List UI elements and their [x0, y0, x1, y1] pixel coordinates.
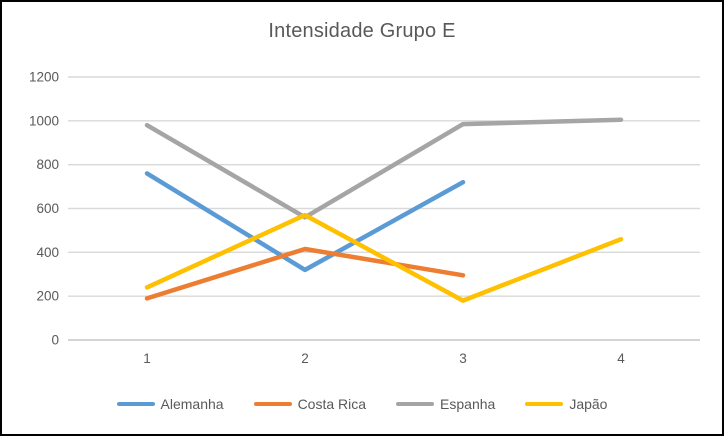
- y-tick-label: 400: [36, 245, 59, 260]
- legend-item-alemanha[interactable]: Alemanha: [116, 396, 224, 412]
- legend-line-espanha-icon: [396, 402, 435, 406]
- series-line-costa-rica[interactable]: [144, 246, 466, 301]
- legend-line-japao-icon: [525, 402, 564, 406]
- y-tick-label: 1000: [29, 113, 59, 128]
- y-tick-label: 0: [51, 333, 59, 348]
- legend: Alemanha Costa Rica Espanha Japão: [2, 396, 722, 412]
- legend-label: Japão: [569, 396, 608, 412]
- x-tick-label: 1: [143, 351, 151, 366]
- plot-area: 0 200 400 600 800 1000 1200 1 2 3 4: [29, 70, 700, 366]
- legend-label: Espanha: [440, 396, 496, 412]
- series-line-japão[interactable]: [144, 212, 624, 303]
- x-tick-label: 3: [459, 351, 467, 366]
- x-tick-label: 4: [617, 351, 625, 366]
- legend-label: Costa Rica: [297, 396, 367, 412]
- series-line-alemanha[interactable]: [144, 171, 466, 273]
- y-tick-label: 600: [36, 201, 59, 216]
- y-tick-label: 1200: [29, 70, 59, 85]
- legend-line-alemanha-icon: [116, 402, 155, 406]
- y-tick-label: 800: [36, 157, 59, 172]
- series-line-espanha[interactable]: [144, 117, 624, 220]
- legend-line-costa-rica-icon: [253, 402, 292, 406]
- legend-item-espanha[interactable]: Espanha: [396, 396, 495, 412]
- legend-label: Alemanha: [160, 396, 224, 412]
- chart-title: Intensidade Grupo E: [268, 20, 456, 42]
- y-tick-label: 200: [36, 289, 59, 304]
- x-tick-label: 2: [301, 351, 309, 366]
- legend-item-costa-rica[interactable]: Costa Rica: [253, 396, 367, 412]
- legend-item-japao[interactable]: Japão: [525, 396, 607, 412]
